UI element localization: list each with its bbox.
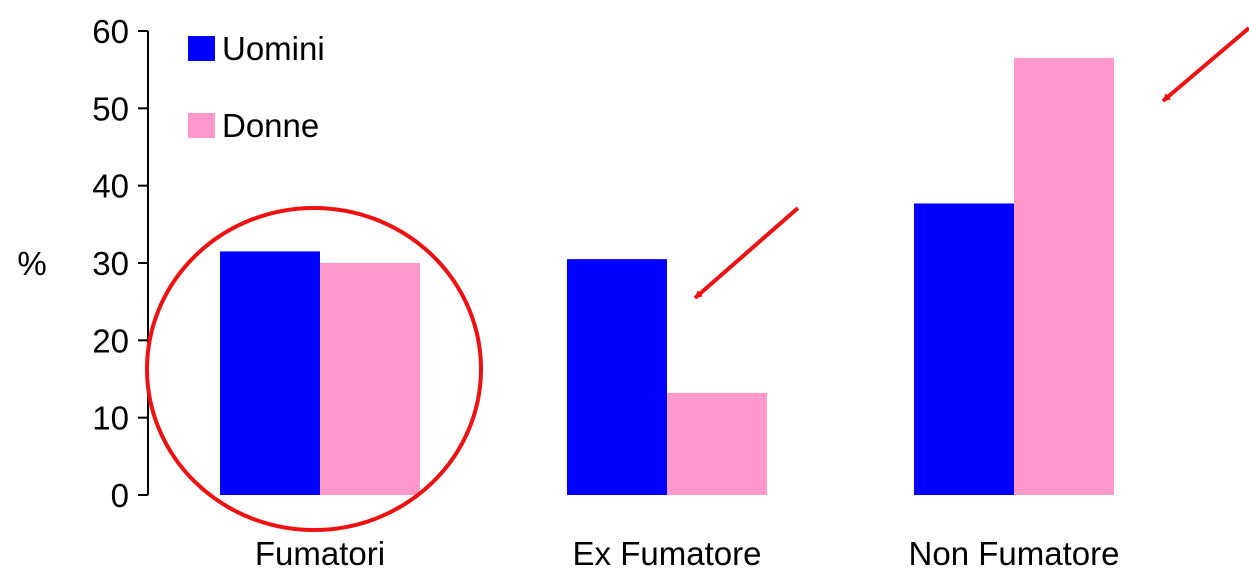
y-tick-label: 30 [92, 245, 129, 282]
x-tick-label-ex-fumatore: Ex Fumatore [573, 535, 762, 572]
y-tick-label: 40 [92, 168, 129, 205]
arrow-non-fumatore-donne [1161, 26, 1249, 103]
y-tick-label: 0 [111, 477, 129, 514]
bars-layer [220, 58, 1114, 496]
legend-swatch-uomini [188, 36, 215, 61]
y-tick-label: 10 [92, 400, 129, 437]
y-tick-label: 60 [92, 13, 129, 50]
bar-donne-fumatori [320, 263, 420, 495]
bar-uomini-ex-fumatore [567, 259, 667, 495]
bar-uomini-non-fumatore [914, 203, 1014, 495]
y-tick-label: 50 [92, 90, 129, 127]
x-tick-labels: Fumatori Ex Fumatore Non Fumatore [255, 535, 1120, 572]
y-axis-label: % [17, 245, 46, 282]
bar-uomini-fumatori [220, 251, 320, 495]
bar-donne-non-fumatore [1014, 58, 1114, 496]
arrow-ex-fumatore-donne [693, 206, 800, 300]
legend-label-donne: Donne [222, 107, 319, 144]
x-tick-label-non-fumatore: Non Fumatore [909, 535, 1120, 572]
bar-donne-ex-fumatore [667, 392, 767, 495]
highlight-circle [145, 206, 483, 532]
legend-label-uomini: Uomini [222, 30, 325, 67]
x-tick-label-fumatori: Fumatori [255, 535, 385, 572]
y-ticks: 0 10 20 30 40 50 60 [92, 13, 148, 514]
legend-swatch-donne [188, 113, 215, 138]
annotations [145, 26, 1249, 532]
y-tick-label: 20 [92, 322, 129, 359]
legend: Uomini Donne [188, 30, 325, 144]
